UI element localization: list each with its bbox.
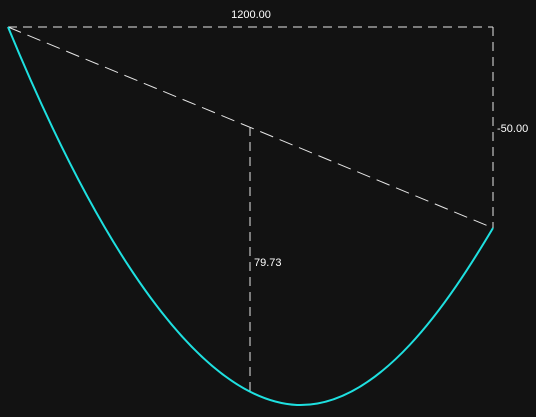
span-label: 1200.00 [231,9,271,21]
cable-curve [7,26,494,407]
sag-label: 79.73 [254,257,282,269]
support-offset-label: -50.00 [497,123,528,135]
